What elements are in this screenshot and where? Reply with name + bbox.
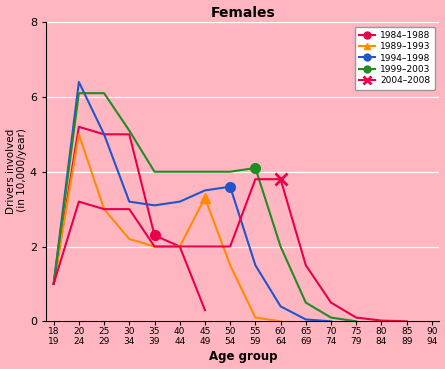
Legend: 1984–1988, 1989–1993, 1994–1998, 1999–2003, 2004–2008: 1984–1988, 1989–1993, 1994–1998, 1999–20… [355, 27, 435, 90]
1989–1993 [152, 244, 157, 249]
1994–1998 [278, 304, 283, 308]
1999–2003 [202, 169, 208, 174]
2004–2008 [127, 207, 132, 211]
Title: Females: Females [210, 6, 275, 20]
Line: 1999–2003: 1999–2003 [54, 93, 356, 321]
1989–1993 [177, 244, 182, 249]
2004–2008 [253, 177, 258, 182]
1984–1988 [51, 282, 57, 286]
1984–1988 [152, 233, 157, 238]
1994–1998 [253, 263, 258, 268]
1999–2003 [227, 169, 233, 174]
Line: 2004–2008: 2004–2008 [54, 179, 407, 321]
1984–1988 [202, 308, 208, 312]
1989–1993 [202, 196, 208, 200]
2004–2008 [227, 244, 233, 249]
1984–1988 [101, 132, 107, 137]
Line: 1989–1993: 1989–1993 [54, 134, 281, 321]
1999–2003 [253, 166, 258, 170]
2004–2008 [51, 282, 57, 286]
1999–2003 [152, 169, 157, 174]
2004–2008 [404, 319, 409, 324]
1999–2003 [177, 169, 182, 174]
1989–1993 [278, 319, 283, 324]
1994–1998 [51, 282, 57, 286]
1989–1993 [253, 315, 258, 320]
2004–2008 [379, 318, 384, 323]
2004–2008 [354, 315, 359, 320]
1999–2003 [328, 315, 334, 320]
1994–1998 [303, 317, 308, 322]
1984–1988 [177, 244, 182, 249]
1994–1998 [328, 319, 334, 324]
Y-axis label: Drivers involved
 (in 10,000/year): Drivers involved (in 10,000/year) [5, 128, 27, 215]
Line: 1994–1998: 1994–1998 [54, 82, 331, 321]
1984–1988 [127, 132, 132, 137]
1994–1998 [127, 199, 132, 204]
Line: 1984–1988: 1984–1988 [54, 127, 205, 310]
1999–2003 [76, 91, 81, 96]
1999–2003 [101, 91, 107, 96]
1989–1993 [227, 263, 233, 268]
1989–1993 [51, 282, 57, 286]
2004–2008 [101, 207, 107, 211]
1994–1998 [152, 203, 157, 208]
1994–1998 [76, 80, 81, 84]
1989–1993 [101, 207, 107, 211]
1999–2003 [278, 244, 283, 249]
1994–1998 [177, 199, 182, 204]
2004–2008 [278, 177, 283, 182]
1994–1998 [101, 132, 107, 137]
1999–2003 [127, 128, 132, 133]
1984–1988 [76, 125, 81, 129]
2004–2008 [76, 199, 81, 204]
1989–1993 [76, 132, 81, 137]
1994–1998 [227, 184, 233, 189]
1999–2003 [354, 319, 359, 324]
1999–2003 [51, 282, 57, 286]
2004–2008 [202, 244, 208, 249]
2004–2008 [328, 300, 334, 305]
1999–2003 [303, 300, 308, 305]
X-axis label: Age group: Age group [209, 351, 277, 363]
2004–2008 [303, 263, 308, 268]
2004–2008 [152, 244, 157, 249]
2004–2008 [177, 244, 182, 249]
1994–1998 [202, 188, 208, 193]
1989–1993 [127, 237, 132, 241]
